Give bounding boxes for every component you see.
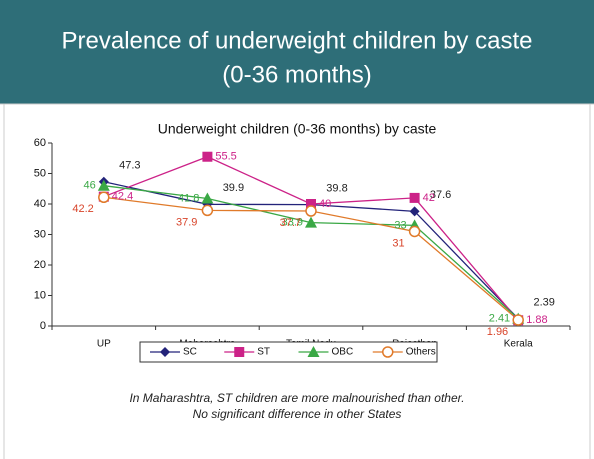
data-label: 1.96 xyxy=(487,326,508,338)
y-tick-label: 30 xyxy=(34,228,46,240)
data-label: 31 xyxy=(392,237,404,249)
data-label: 41.8 xyxy=(178,192,199,204)
data-point xyxy=(98,191,110,204)
data-label: 42.2 xyxy=(72,203,93,215)
data-label: 37.9 xyxy=(176,216,197,228)
y-tick-label: 60 xyxy=(34,137,46,149)
legend-label: Others xyxy=(406,347,436,358)
data-label: 2.39 xyxy=(533,297,554,309)
chart-title: Underweight children (0-36 months) by ca… xyxy=(158,121,437,137)
data-label: 2.41 xyxy=(489,313,510,325)
data-label: 42.4 xyxy=(112,191,133,203)
data-point xyxy=(305,216,317,228)
legend-marker xyxy=(307,346,320,357)
footnote: In Maharashtra, ST children are more mal… xyxy=(129,391,464,405)
legend-marker xyxy=(160,347,170,357)
header-bar xyxy=(0,0,594,104)
data-label: 40 xyxy=(319,198,331,210)
y-tick-label: 0 xyxy=(40,320,46,332)
data-point xyxy=(97,179,110,191)
x-tick-label: UP xyxy=(97,339,111,350)
y-tick-label: 40 xyxy=(34,198,46,210)
x-tick-label: Kerala xyxy=(504,339,533,350)
data-label: 46 xyxy=(84,180,96,192)
data-point xyxy=(306,199,316,209)
footnote: No significant difference in other State… xyxy=(193,407,402,421)
data-point xyxy=(201,192,214,204)
legend-label: SC xyxy=(183,347,197,358)
data-point xyxy=(409,192,420,203)
data-point xyxy=(408,225,421,238)
data-point xyxy=(409,206,420,217)
data-label: 47.3 xyxy=(119,160,140,172)
legend-marker xyxy=(382,346,394,358)
legend-box xyxy=(139,341,438,363)
y-tick-label: 20 xyxy=(34,259,46,271)
data-label: 39.8 xyxy=(326,183,347,195)
data-label: 1.88 xyxy=(526,314,547,326)
data-label: 37.6 xyxy=(430,189,451,201)
slide-title: (0-36 months) xyxy=(222,61,371,88)
data-label: 42 xyxy=(423,192,435,204)
y-tick-label: 10 xyxy=(34,289,46,301)
legend-label: OBC xyxy=(332,347,354,358)
data-label: 33.9 xyxy=(282,217,303,229)
data-point xyxy=(202,151,213,162)
data-point xyxy=(305,205,317,217)
data-label: 39.9 xyxy=(223,182,244,194)
data-label: 37.7 xyxy=(280,217,301,229)
data-label: 55.5 xyxy=(215,151,236,163)
legend-label: ST xyxy=(257,347,270,358)
y-tick-label: 50 xyxy=(34,167,46,179)
data-point xyxy=(512,314,524,326)
legend-marker xyxy=(234,347,245,357)
data-label: 33 xyxy=(394,219,406,231)
slide-title: Prevalence of underweight children by ca… xyxy=(62,27,533,54)
data-point xyxy=(201,204,214,217)
